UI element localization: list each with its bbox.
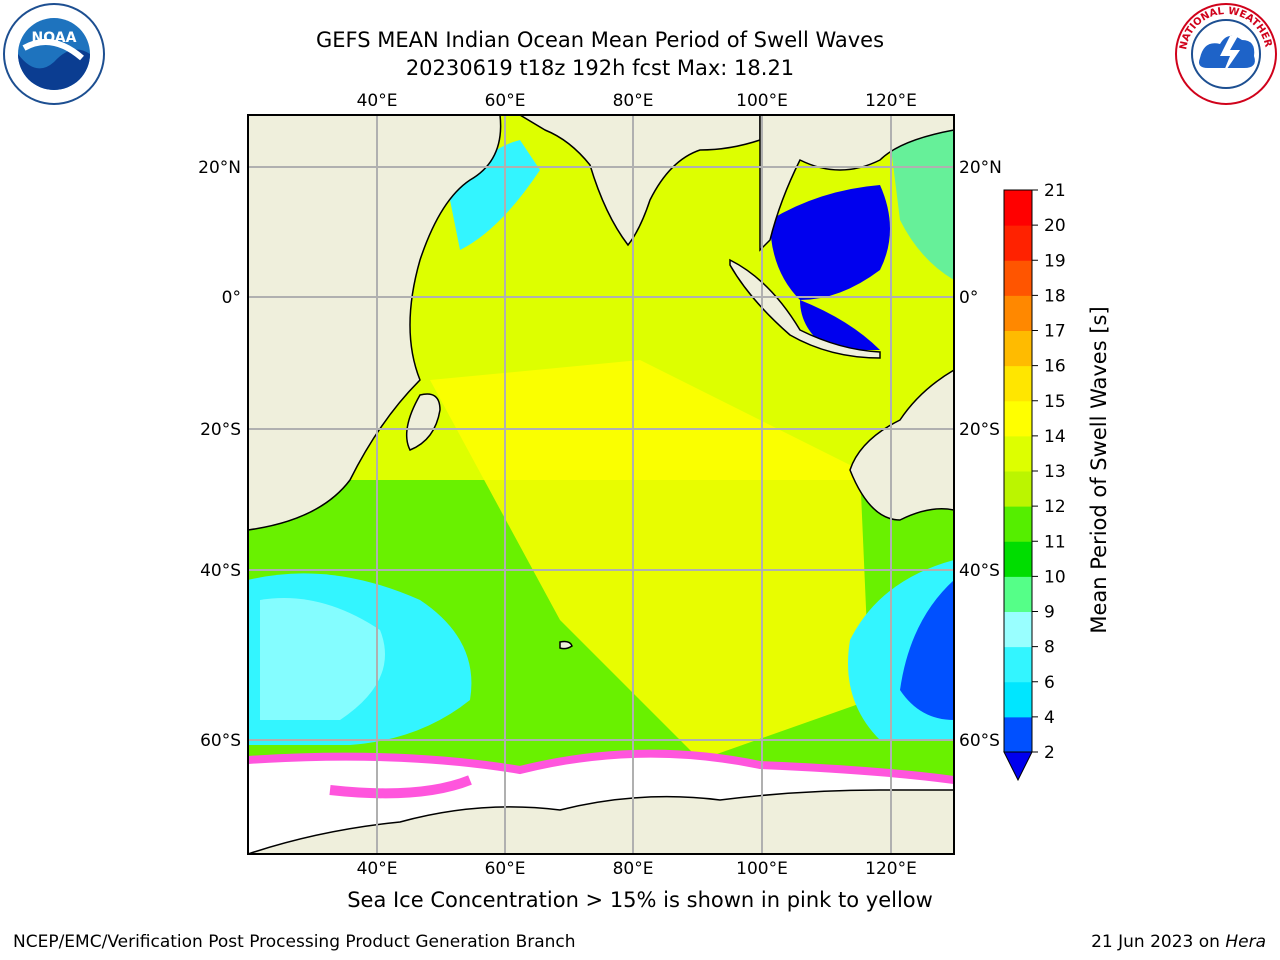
colorbar-segment [1004,681,1032,718]
graticule [248,115,954,854]
colorbar-tick-label: 16 [1044,357,1066,377]
colorbar-segment [1004,295,1032,331]
colorbar-tick-label: 14 [1044,427,1066,447]
lat-label-right: 40°S [959,561,1000,581]
colorbar-segment [1004,400,1032,437]
footer-date-text: 21 Jun 2023 on [1091,932,1226,952]
lon-label-bottom: 80°E [613,859,654,879]
colorbar-ticks: 2 4 6 8 9 10 11 12 13 14 15 16 17 18 19 20 21 [1032,181,1066,763]
lon-label-top: 120°E [865,91,917,111]
colorbar-segment [1004,435,1032,472]
colorbar-tick-label: 21 [1044,181,1066,201]
colorbar-tick-label: 12 [1044,497,1066,517]
lat-label-left: 60°S [200,731,241,751]
colorbar-segment [1004,646,1032,683]
lon-label-top: 80°E [613,91,654,111]
colorbar-tick-label: 11 [1044,532,1066,552]
lat-label-left: 20°S [200,420,241,440]
lon-label-bottom: 100°E [736,859,788,879]
colorbar-segment [1004,576,1032,612]
lon-label-top: 100°E [736,91,788,111]
noaa-logo: NOAA [3,3,105,105]
landmasses [248,115,954,854]
colorbar-tick-label: 17 [1044,322,1066,342]
footer-date: 21 Jun 2023 on Hera [1091,932,1266,952]
lat-label-right: 60°S [959,731,1000,751]
colorbar-tick-label: 8 [1044,638,1055,658]
lat-label-right: 20°N [959,158,1002,178]
colorbar-label: Mean Period of Swell Waves [s] [1087,306,1111,633]
colorbar-segment [1004,716,1032,753]
map-frame [247,114,955,855]
noaa-logo-text: NOAA [32,30,77,46]
chart-subtitle: 20230619 t18z 192h fcst Max: 18.21 [405,56,795,80]
colorbar-segment [1004,541,1032,577]
colorbar-tick-label: 20 [1044,216,1066,236]
footer-host: Hera [1225,932,1266,952]
colorbar-segment [1004,260,1032,296]
lat-label-right: 0° [959,288,978,308]
lon-label-top: 40°E [357,91,398,111]
sea-ice-caption: Sea Ice Concentration > 15% is shown in … [347,888,933,912]
colorbar-segment [1004,225,1032,261]
lat-label-left: 40°S [200,561,241,581]
colorbar-tick-label: 19 [1044,251,1066,271]
colorbar-tick-label: 18 [1044,286,1066,306]
swell-field [248,115,954,854]
lon-label-bottom: 60°E [485,859,526,879]
colorbar-under-arrow [1003,751,1033,782]
colorbar-tick-label: 4 [1044,708,1055,728]
colorbar-tick-label: 13 [1044,462,1066,482]
lat-label-left: 0° [222,288,241,308]
colorbar-segment [1004,611,1032,648]
colorbar-segment [1004,365,1032,402]
colorbar-tick-label: 6 [1044,673,1055,693]
colorbar-segment [1004,471,1032,507]
footer-branch: NCEP/EMC/Verification Post Processing Pr… [13,932,576,952]
colorbar-tick-label: 9 [1044,603,1055,623]
colorbar [1003,189,1033,782]
colorbar-tick-label: 10 [1044,567,1066,587]
colorbar-tick-label: 15 [1044,392,1066,412]
colorbar-tick-label: 2 [1044,743,1055,763]
lon-label-bottom: 120°E [865,859,917,879]
lat-label-left: 20°N [198,158,241,178]
colorbar-segment [1004,330,1032,367]
colorbar-segment [1004,190,1032,226]
lon-label-bottom: 40°E [357,859,398,879]
lon-label-top: 60°E [485,91,526,111]
nws-logo: NATIONAL WEATHER SERVICE [1174,2,1277,105]
chart-title: GEFS MEAN Indian Ocean Mean Period of Sw… [315,28,885,52]
lat-label-right: 20°S [959,420,1000,440]
colorbar-segment [1004,506,1032,542]
